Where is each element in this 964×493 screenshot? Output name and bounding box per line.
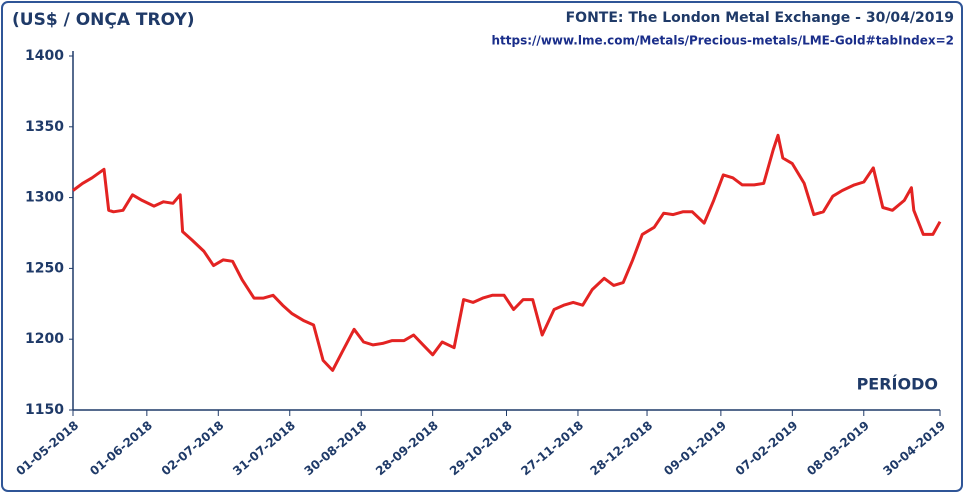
y-tick-label: 1350 (25, 119, 64, 135)
x-axis-label: PERÍODO (857, 375, 938, 394)
y-tick-label: 1250 (25, 260, 64, 276)
price-line (72, 133, 942, 372)
y-tick-label: 1300 (25, 190, 64, 206)
y-tick-label: 1200 (25, 331, 64, 347)
chart-title: (US$ / ONÇA TROY) (12, 10, 195, 30)
y-tick-label: 1400 (25, 48, 64, 64)
source-url: https://www.lme.com/Metals/Precious-meta… (492, 34, 955, 48)
source: FONTE: The London Metal Exchange - 30/04… (566, 10, 954, 26)
y-tick-label: 1150 (25, 402, 64, 418)
